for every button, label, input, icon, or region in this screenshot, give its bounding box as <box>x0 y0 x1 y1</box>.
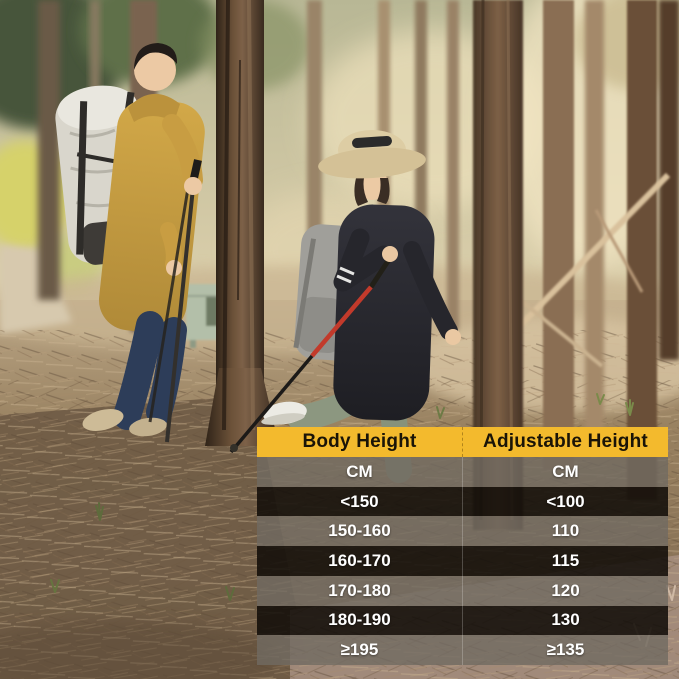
size-table-header: Body Height Adjustable Height <box>257 427 668 457</box>
body-height-cell: 160-170 <box>257 546 463 576</box>
body-height-cell: <150 <box>257 486 463 517</box>
body-height-cell: 180-190 <box>257 605 463 636</box>
hair <box>354 178 390 206</box>
table-row: 150-160 110 <box>257 516 668 547</box>
shoe <box>82 409 124 431</box>
path-left <box>0 245 72 334</box>
sunglasses <box>352 135 392 149</box>
table-row: ≥195 ≥135 <box>257 635 668 666</box>
table-row: 180-190 130 <box>257 605 668 636</box>
hood <box>128 93 180 122</box>
trekking-pole <box>148 181 191 423</box>
table-row: 160-170 115 <box>257 546 668 576</box>
trekking-pole <box>368 256 393 289</box>
adjustable-height-cell: 115 <box>551 551 580 571</box>
pole-grip <box>190 159 202 179</box>
adjustable-height-cell: 110 <box>551 521 580 541</box>
table-row: <150 <100 <box>257 486 668 517</box>
pants-navy <box>113 311 164 430</box>
hiker-woman <box>229 130 461 483</box>
body-height-cell: 170-180 <box>257 575 463 606</box>
adjustable-height-cell: ≥135 <box>546 640 585 660</box>
hand <box>382 246 398 262</box>
unit-cell: CM <box>552 461 579 481</box>
adjustable-height-cell: <100 <box>546 491 585 511</box>
size-table: Body Height Adjustable Height CM CM <150… <box>257 427 668 666</box>
adjustable-height-cell: 120 <box>551 580 580 600</box>
tree-trunk-center <box>205 0 279 446</box>
hair <box>134 43 178 70</box>
shoe <box>129 417 167 437</box>
column-header-adjustable-height: Adjustable Height <box>483 431 648 452</box>
table-row-units: CM CM <box>257 457 668 487</box>
head <box>134 49 176 91</box>
hand <box>445 329 461 345</box>
arm <box>333 228 394 292</box>
hiker-man <box>55 43 205 443</box>
pole-red-section <box>310 285 373 358</box>
trekking-pole <box>165 177 196 443</box>
body-height-cell: 150-160 <box>257 516 463 547</box>
hand <box>184 177 202 195</box>
unit-cell: CM <box>257 457 463 487</box>
table-row: 170-180 120 <box>257 575 668 606</box>
pole-tip <box>230 444 238 452</box>
adjustable-height-cell: 130 <box>551 610 580 630</box>
body-height-cell: ≥195 <box>257 635 463 666</box>
column-header-body-height: Body Height <box>257 427 463 457</box>
